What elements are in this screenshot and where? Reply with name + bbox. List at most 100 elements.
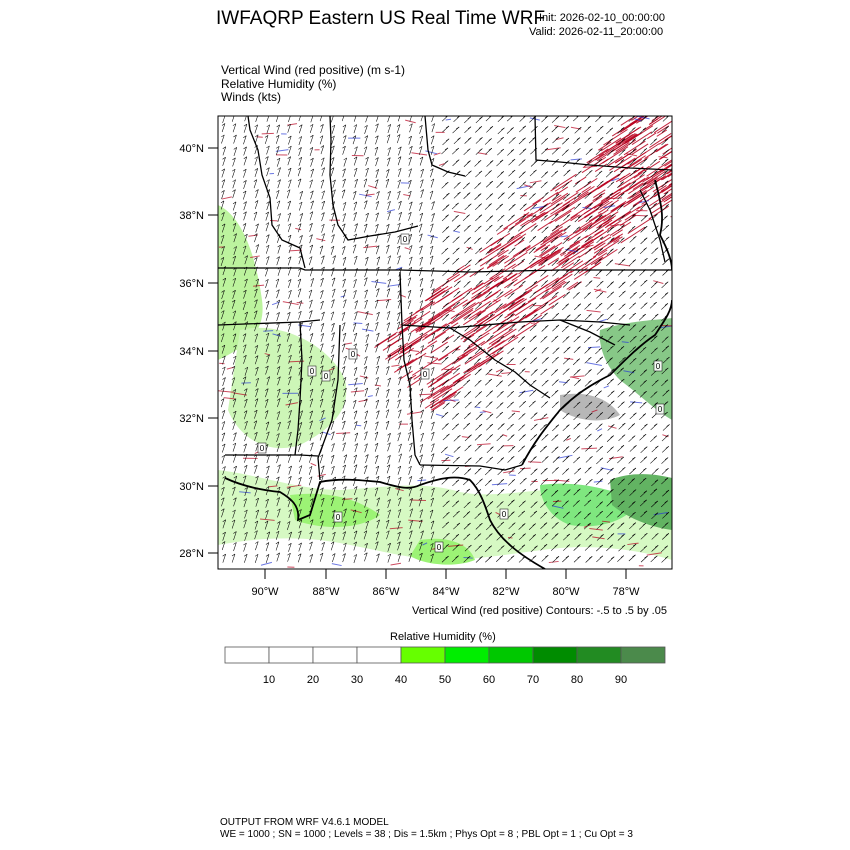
wind-barb [595, 148, 603, 156]
wind-barb [354, 432, 359, 442]
wind-barb [265, 365, 269, 375]
wind-barb [408, 465, 412, 475]
updraft-contour [508, 298, 527, 311]
wind-barb [596, 136, 604, 144]
updraft-contour [317, 473, 326, 477]
wind-barb [419, 398, 424, 408]
wind-barb [595, 347, 603, 355]
wind-barb [342, 442, 346, 452]
wind-barb [518, 171, 526, 178]
wind-barb [486, 160, 494, 167]
wind-barb [243, 498, 247, 508]
wind-barb [475, 457, 483, 464]
updraft-contour [587, 178, 613, 196]
updraft-contour [403, 194, 411, 197]
wind-barb [463, 412, 471, 420]
wind-barb [364, 543, 368, 552]
wind-barb [353, 116, 357, 122]
wind-barb [606, 259, 614, 267]
wind-barb [518, 510, 526, 518]
updraft-contour [660, 172, 672, 181]
wind-barb [298, 530, 302, 540]
wind-barb [573, 193, 581, 200]
updraft-contour [602, 219, 613, 227]
updraft-contour [512, 244, 531, 257]
wind-barb [343, 542, 347, 552]
wind-barb [541, 357, 549, 364]
updraft-contour [494, 275, 504, 283]
wind-barb [298, 136, 302, 146]
wind-barb [486, 413, 494, 421]
wind-barb [331, 377, 336, 387]
wind-barb [309, 244, 314, 254]
wind-barb [299, 190, 303, 200]
wind-barb [563, 346, 571, 354]
zero-contour-label: 0 [336, 513, 341, 522]
colorbar-swatch [400, 646, 446, 664]
updraft-contour [600, 233, 610, 241]
wind-barb [374, 487, 379, 497]
wind-barb [552, 347, 560, 354]
updraft-contour [621, 133, 637, 145]
wind-barb [475, 413, 483, 420]
wind-barb [452, 456, 460, 464]
wind-barb [266, 376, 271, 386]
wind-barb [266, 167, 270, 177]
wind-barb [331, 344, 335, 354]
updraft-contour [598, 139, 625, 157]
wind-barb [617, 445, 625, 452]
wind-barb [596, 324, 604, 332]
wind-barb [639, 346, 647, 354]
wind-barb [584, 499, 592, 507]
wind-barb [640, 555, 648, 563]
wind-barb [431, 213, 435, 223]
updraft-contour [645, 102, 661, 113]
wind-barb [573, 369, 581, 376]
updraft-contour [651, 164, 672, 179]
wind-barb [618, 138, 626, 145]
updraft-contour [421, 301, 436, 312]
wind-barb [387, 157, 391, 167]
updraft-contour [578, 216, 597, 230]
wind-barb [497, 192, 505, 199]
wind-barb [354, 443, 358, 453]
wind-barb [551, 213, 559, 221]
wind-barb [595, 501, 603, 509]
wind-barb [398, 365, 402, 375]
wind-barb [352, 520, 357, 530]
wind-barb [232, 355, 237, 365]
downdraft-contour [356, 424, 362, 427]
wind-barb [650, 391, 658, 398]
updraft-contour [615, 175, 626, 183]
downdraft-contour [417, 479, 427, 482]
wind-barb [606, 127, 614, 135]
wind-barb [464, 391, 472, 398]
wind-barb [563, 544, 571, 551]
updraft-contour [626, 189, 647, 204]
wind-barb [232, 290, 236, 299]
wind-barb [451, 423, 459, 431]
wind-barb [277, 421, 281, 431]
wind-barb [365, 520, 369, 530]
wind-barb [354, 377, 358, 387]
wind-barb [308, 476, 313, 486]
wind-barb [342, 432, 346, 442]
wind-barb [649, 301, 657, 309]
wind-barb [375, 421, 379, 431]
wind-barb [519, 314, 527, 321]
wind-barb [232, 123, 237, 133]
wind-barb [551, 159, 559, 166]
wind-barb [330, 116, 334, 123]
wind-barb [320, 277, 324, 287]
wind-barb [232, 389, 237, 399]
wind-barb [409, 311, 413, 321]
wind-barb [342, 420, 346, 430]
updraft-contour [285, 402, 298, 406]
wind-barb [474, 334, 482, 342]
wind-barb [596, 478, 604, 485]
wind-barb [276, 497, 280, 507]
wind-barb [419, 552, 423, 562]
wind-barb [441, 160, 449, 168]
wind-barb [254, 124, 258, 134]
colorbar-tick-label: 70 [527, 674, 539, 686]
